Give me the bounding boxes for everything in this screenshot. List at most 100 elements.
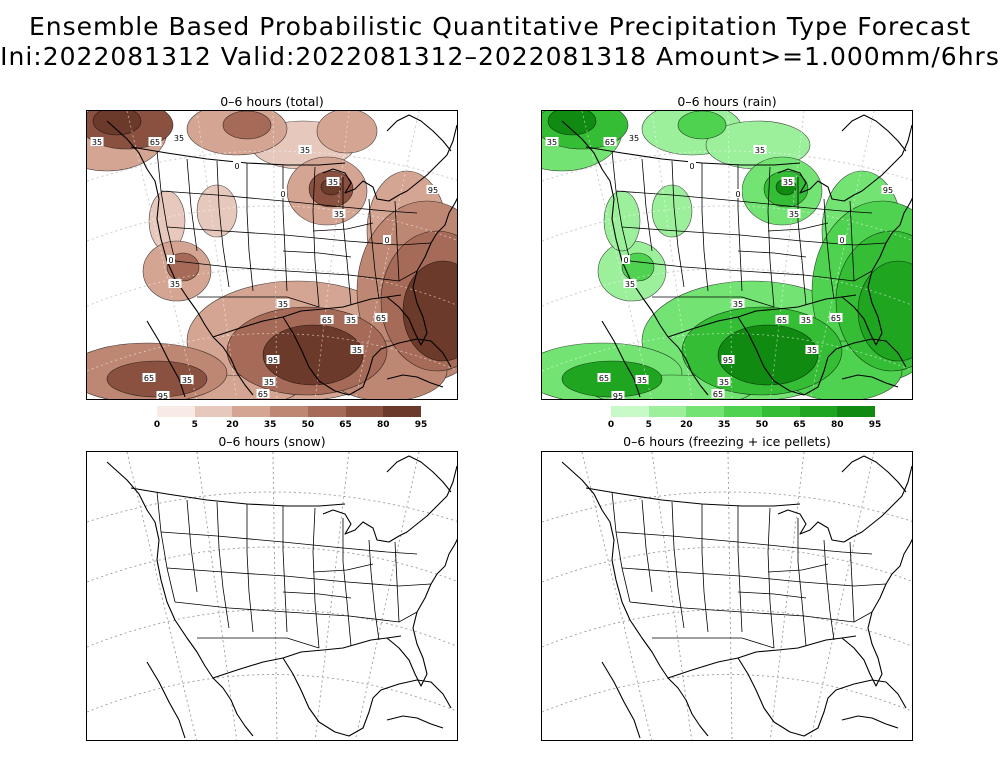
- graticule: [542, 452, 912, 740]
- contour-label-bg: [623, 279, 637, 288]
- contour-label-bg: [838, 235, 846, 244]
- contour-label: 35: [174, 134, 184, 143]
- probability-contour: [196, 184, 238, 238]
- colorbar-label: 35: [717, 420, 731, 430]
- contour-label: 65: [258, 390, 268, 399]
- contour-label: 0: [234, 162, 239, 171]
- probability-contour: [222, 111, 272, 140]
- contour-label: 35: [719, 378, 729, 387]
- contour-label-bg: [881, 185, 895, 194]
- contour-label-bg: [168, 279, 182, 288]
- contour-label: 0: [839, 236, 844, 245]
- contour-label: 35: [637, 376, 647, 385]
- state-boundaries: [156, 491, 432, 649]
- contour-label: 35: [801, 316, 811, 325]
- colorbar-label: 95: [414, 420, 428, 430]
- contour-label: 35: [346, 316, 356, 325]
- contour-label-bg: [279, 189, 287, 198]
- contour-label-bg: [148, 137, 162, 146]
- contour-label: 35: [300, 146, 310, 155]
- graticule: [87, 452, 457, 740]
- map-panel-rain: 35 65 35 35 35 95 35 35 65 35 65 95 65 35 35 65 95 35 0 0 0 0…: [541, 110, 913, 400]
- colorbar-label: 20: [680, 420, 693, 430]
- contour-label-bg: [781, 177, 795, 186]
- colorbar-label: 20: [226, 420, 239, 430]
- contour-label-bg: [276, 299, 290, 308]
- contour-label-bg: [326, 177, 340, 186]
- panel-title-snow: 0–6 hours (snow): [218, 434, 326, 449]
- probability-contour: [603, 190, 641, 252]
- figure-subtitle: Ini:2022081312 Valid:2022081312–20220813…: [0, 42, 1000, 71]
- contour-label: 0: [689, 162, 694, 171]
- contour-label-bg: [256, 389, 270, 398]
- graticule-overlay: [87, 111, 457, 399]
- panel-title-rain: 0–6 hours (rain): [677, 94, 777, 109]
- contour-label-bg: [298, 145, 312, 154]
- contour-label: 35: [629, 134, 639, 143]
- state-boundaries: [156, 150, 432, 308]
- contour-label: 65: [144, 374, 154, 383]
- contour-label-bg: [627, 133, 641, 142]
- map-panel-snow: [86, 451, 458, 741]
- colorbar-label: 0: [153, 420, 161, 430]
- contour-label-bg: [90, 137, 104, 146]
- contour-label: 65: [831, 314, 841, 323]
- map-panel-total: 35 65 35 35 35 95 35 35 65 35 65 95 65 35 35 65 95 35 0 0 0 0…: [86, 110, 458, 400]
- contour-label: 95: [428, 186, 438, 195]
- contour-label-bg: [233, 161, 241, 170]
- colorbar-swatch: [307, 406, 347, 417]
- colorbar-label: 35: [263, 420, 277, 430]
- basemap-outlines: [561, 455, 912, 739]
- colorbar-swatch: [799, 406, 838, 417]
- contour-label: 35: [352, 346, 362, 355]
- contour-label: 65: [376, 314, 386, 323]
- colorbar-label: 65: [793, 420, 806, 430]
- contour-label: 35: [278, 300, 288, 309]
- probability-contour: [547, 111, 597, 136]
- colorbar-label: 50: [301, 420, 315, 430]
- colorbar-swatch: [270, 406, 309, 417]
- basemap-outlines: [106, 455, 457, 739]
- panel-title-total: 0–6 hours (total): [220, 94, 324, 109]
- contour-label: 95: [723, 356, 733, 365]
- contour-label: 35: [625, 280, 635, 289]
- map-canvas: [542, 452, 912, 740]
- contour-label-bg: [167, 255, 175, 264]
- colorbar-label: 65: [339, 420, 352, 430]
- contour-label: 35: [789, 210, 799, 219]
- contour-label: 0: [623, 256, 628, 265]
- probability-contour: [316, 111, 378, 154]
- contour-label-bg: [711, 389, 725, 398]
- contour-label: 35: [92, 138, 102, 147]
- contour-label-bg: [262, 377, 276, 386]
- contour-label-bg: [753, 145, 767, 154]
- contour-label-bg: [172, 133, 186, 142]
- colorbar-swatch: [232, 406, 271, 417]
- basemap-outlines: [106, 114, 457, 398]
- contour-label-bg: [799, 315, 813, 324]
- contour-label: 95: [158, 392, 168, 400]
- colorbar-swatch: [724, 406, 763, 417]
- probability-contour: [92, 111, 142, 136]
- contour-label-bg: [426, 185, 440, 194]
- probability-contour: [717, 324, 819, 386]
- contour-label: 0: [168, 256, 173, 265]
- map-canvas: 35 65 35 35 35 95 35 35 65 35 65 95 65 35 35 65 95 35 0 0 0 0…: [542, 111, 912, 399]
- contour-label-bg: [635, 375, 649, 384]
- colorbar-total: 0 5 20 35 50 65 80 95: [153, 406, 427, 432]
- contour-label: 65: [777, 316, 787, 325]
- contour-label: 35: [807, 346, 817, 355]
- colorbar-label: 0: [607, 420, 615, 430]
- probability-contour: [262, 324, 364, 386]
- contour-label-bg: [344, 315, 358, 324]
- contour-label-bg: [717, 377, 731, 386]
- colorbar-swatch: [383, 406, 422, 417]
- colorbar-swatch: [611, 406, 650, 417]
- contour-label: 35: [334, 210, 344, 219]
- state-boundaries: [611, 491, 887, 649]
- colorbar-swatch: [686, 406, 725, 417]
- probability-contour: [677, 111, 727, 140]
- contour-label-bg: [383, 235, 391, 244]
- contour-label: 95: [883, 186, 893, 195]
- map-canvas: 35 65 35 35 35 95 35 35 65 35 65 95 65 35 35 65 95 35 0 0 0 0…: [87, 111, 457, 400]
